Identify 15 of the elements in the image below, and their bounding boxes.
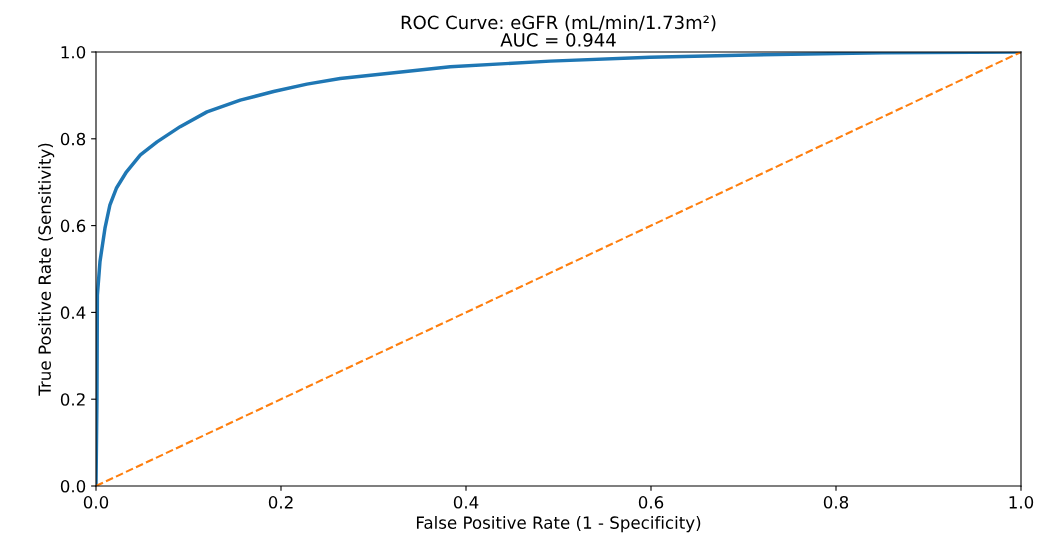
x-tick-label: 0.6 (638, 496, 664, 509)
x-tick-label: 1.0 (1009, 496, 1034, 509)
y-tick-label: 1.0 (61, 45, 86, 59)
y-axis-title: True Positive Rate (Sensitivity) (38, 143, 55, 396)
y-tick-label: 0.8 (60, 132, 86, 146)
x-tick-label: 0.2 (268, 496, 293, 509)
y-tick-label: 0.2 (60, 393, 85, 406)
x-axis-title: False Positive Rate (1 - Specificity) (416, 516, 701, 533)
x-tick-label: 0.8 (823, 496, 849, 509)
x-tick-label: 0.4 (453, 496, 479, 509)
y-tick-label: 0.6 (60, 219, 86, 233)
y-tick-label: 0.0 (60, 479, 86, 493)
y-tick-label: 0.4 (60, 306, 86, 319)
x-tick-label: 0.0 (83, 496, 109, 509)
chart-title: ROC Curve: eGFR (mL/min/1.73m²) AUC = 0.944 (401, 15, 716, 47)
